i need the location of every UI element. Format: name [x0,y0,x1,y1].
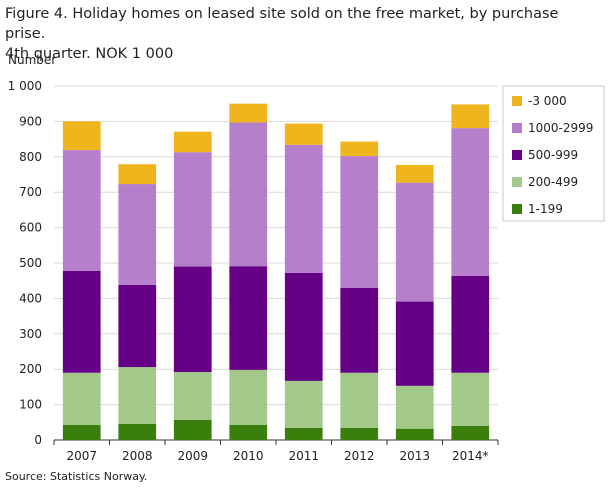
bar-segment [173,131,212,153]
x-tick-label: 2010 [233,449,264,463]
bar-segment [284,123,323,145]
bar-segment [340,141,379,157]
bar-segment [229,103,268,123]
x-axis: 2007 2008 2009 2010 2011 2012 2013 2014* [53,440,499,463]
legend-label: -3 000 [528,94,567,108]
bar-segment [284,427,323,440]
bar-segment [118,164,157,185]
bar-segment [229,424,268,440]
legend-swatch [512,123,522,133]
legend-label: 500-999 [528,148,578,162]
bar-segment [118,184,157,285]
bar-segment [173,266,212,373]
bar-segment [118,423,157,440]
x-tick-label: 2009 [177,449,208,463]
x-tick-label: 2011 [288,449,319,463]
legend-swatch [512,177,522,187]
y-axis: 0 100 200 300 400 500 600 700 800 900 1 000 [8,79,42,447]
bar-segment [395,428,434,440]
x-tick-label: 2012 [344,449,375,463]
bar-segment [62,424,101,440]
chart-title-line1: Figure 4. Holiday homes on leased site s… [5,6,559,42]
y-tick-label: 800 [19,150,42,164]
chart-title-line2: 4th quarter. NOK 1 000 [5,46,174,62]
bar-segment [229,266,268,370]
bar-segment [451,104,490,129]
bar-segment [118,367,157,424]
bar-segment [118,284,157,368]
y-tick-label: 300 [19,327,42,341]
bar-segment [284,144,323,273]
y-tick-label: 400 [19,291,42,305]
y-tick-label: 700 [19,185,42,199]
bar-segment [62,270,101,373]
bar-segment [340,287,379,373]
y-tick-label: 1 000 [8,79,42,93]
bar-segment [395,301,434,386]
y-axis-label: Number [8,53,56,67]
bar-segment [173,372,212,420]
chart-title: Figure 4. Holiday homes on leased site s… [5,4,595,64]
bar-segment [229,122,268,267]
x-tick-label: 2014* [452,449,489,463]
y-tick-label: 100 [19,398,42,412]
y-tick-label: 0 [34,433,42,447]
bar-segment [395,182,434,302]
legend: -3 000 1000-2999 500-999 200-499 1-199 [502,85,605,222]
bar-segment [340,156,379,288]
y-tick-label: 900 [19,114,42,128]
bar-segment [62,150,101,271]
y-tick-label: 500 [19,256,42,270]
bar-segment [451,128,490,276]
bar-segment [62,372,101,425]
legend-swatch [512,150,522,160]
bar-segment [284,272,323,381]
bar-segment [173,152,212,267]
legend-swatch [512,204,522,214]
bar-segment [395,164,434,183]
bars [62,103,490,440]
y-tick-label: 600 [19,221,42,235]
bar-segment [340,427,379,440]
bar-segment [173,419,212,440]
bar-segment [62,121,101,151]
legend-label: 1-199 [528,202,563,216]
source-note: Source: Statistics Norway. [5,470,148,483]
x-tick-label: 2013 [399,449,430,463]
legend-swatch [512,96,522,106]
y-tick-label: 200 [19,362,42,376]
bar-segment [451,425,490,440]
bar-segment [395,385,434,429]
bar-segment [229,369,268,425]
legend-label: 200-499 [528,175,578,189]
legend-label: 1000-2999 [528,121,593,135]
x-tick-label: 2008 [122,449,153,463]
x-tick-label: 2007 [66,449,97,463]
bar-segment [451,372,490,426]
bar-segment [340,372,379,428]
bar-segment [451,275,490,373]
bar-segment [284,380,323,428]
